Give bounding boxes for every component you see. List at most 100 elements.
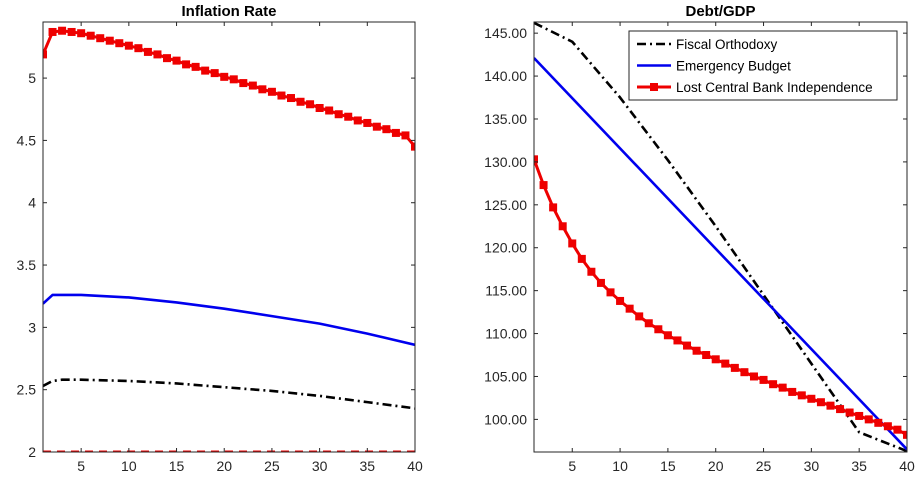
data-point [86, 31, 95, 40]
data-point [788, 387, 797, 396]
data-point [229, 75, 238, 84]
data-point [67, 27, 76, 36]
data-point [248, 81, 257, 90]
x-tick-label: 35 [851, 458, 867, 474]
data-point [769, 380, 778, 389]
data-point [201, 66, 210, 75]
data-point [401, 131, 410, 140]
y-tick-label: 110.00 [485, 326, 527, 342]
data-point [124, 41, 133, 50]
data-point [807, 394, 816, 403]
data-point [539, 181, 548, 190]
data-point [635, 312, 644, 321]
x-tick-label: 20 [216, 458, 232, 474]
data-point [883, 422, 892, 431]
data-point [344, 112, 353, 121]
y-tick-label: 5 [28, 70, 36, 86]
data-point [893, 425, 902, 434]
x-tick-label: 25 [756, 458, 772, 474]
data-point [730, 363, 739, 372]
y-tick-label: 135.00 [484, 111, 527, 127]
y-tick-label: 4.5 [17, 132, 37, 148]
data-point [797, 391, 806, 400]
data-point [616, 296, 625, 305]
chart-title: Inflation Rate [181, 3, 276, 20]
data-point [353, 116, 362, 125]
data-point [105, 36, 114, 45]
x-tick-label: 40 [407, 458, 423, 474]
y-tick-label: 3.5 [17, 257, 37, 273]
x-tick-label: 15 [660, 458, 676, 474]
y-tick-label: 4 [28, 195, 36, 211]
data-point [363, 118, 372, 127]
data-point [644, 319, 653, 328]
y-tick-label: 3 [28, 319, 36, 335]
data-point [874, 418, 883, 427]
y-tick-label: 130.00 [484, 154, 527, 170]
data-point [826, 401, 835, 410]
data-point [683, 341, 692, 350]
data-point [625, 304, 634, 313]
data-point [191, 62, 200, 71]
data-point [816, 398, 825, 407]
data-point [778, 383, 787, 392]
y-tick-label: 145.00 [484, 25, 527, 41]
data-point [372, 122, 381, 131]
data-point [296, 97, 305, 106]
data-point [143, 47, 152, 56]
legend-label: Fiscal Orthodoxy [676, 37, 778, 52]
data-point [182, 60, 191, 69]
data-point [845, 408, 854, 417]
data-point [134, 44, 143, 53]
series-line-lost-central-bank-independence [534, 158, 907, 437]
data-point [325, 106, 334, 115]
data-point [759, 375, 768, 384]
x-tick-label: 35 [360, 458, 376, 474]
data-point [267, 87, 276, 96]
data-point [702, 351, 711, 360]
series-line-lost-central-bank-independence [43, 29, 415, 148]
data-point [239, 79, 248, 88]
series-group [534, 22, 907, 452]
data-point [692, 346, 701, 355]
data-point [43, 50, 47, 59]
y-tick-label: 140.00 [484, 68, 527, 84]
data-point [382, 125, 391, 134]
data-point [673, 336, 682, 345]
y-tick-label: 105.00 [484, 368, 527, 384]
series-group [43, 26, 415, 452]
data-point [534, 155, 538, 164]
data-point [864, 415, 873, 424]
data-point [334, 110, 343, 119]
x-tick-label: 25 [264, 458, 280, 474]
y-tick-label: 2 [28, 444, 36, 460]
x-tick-label: 40 [899, 458, 915, 474]
legend-marker [650, 83, 658, 91]
x-tick-label: 10 [612, 458, 628, 474]
data-point [855, 411, 864, 420]
series-line-fiscal-orthodoxy [43, 378, 415, 410]
x-tick-label: 20 [708, 458, 724, 474]
data-point [48, 27, 57, 36]
x-tick-label: 5 [77, 458, 85, 474]
data-point [549, 203, 558, 212]
data-point [258, 85, 267, 94]
chart-panel-1: Inflation Rate 5 10 15 20 25 30 35 40 2 2.5 3 3.5 4 4.… [17, 3, 423, 474]
data-point [411, 142, 415, 151]
series-line-emergency-budget [43, 293, 415, 347]
data-point [654, 325, 663, 334]
y-tick-label: 100.00 [484, 411, 527, 427]
axes-box [42, 21, 416, 453]
data-point [587, 267, 596, 276]
data-point [96, 34, 105, 43]
y-tick-label: 2.5 [17, 382, 37, 398]
data-point [663, 331, 672, 340]
data-point [606, 288, 615, 297]
y-tick-label: 115.00 [485, 283, 527, 299]
data-point [153, 50, 162, 59]
data-point [287, 94, 295, 103]
data-point [740, 368, 749, 377]
data-point [577, 254, 586, 263]
data-point [749, 372, 758, 381]
